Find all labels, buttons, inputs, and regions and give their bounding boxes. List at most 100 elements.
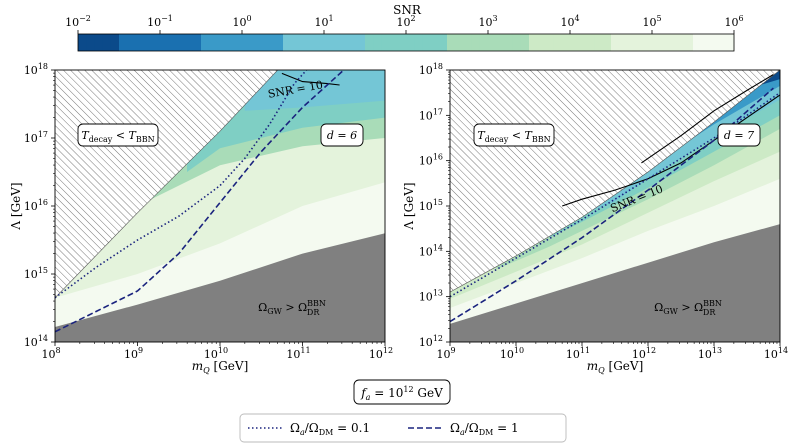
colorbar-cell <box>504 34 514 51</box>
colorbar-tick-label: 104 <box>560 14 579 29</box>
snr10-contour-line <box>562 94 780 207</box>
colorbar-tick-label: 102 <box>396 14 415 29</box>
x-tick-label: 1010 <box>204 346 228 361</box>
colorbar-cell <box>143 34 153 51</box>
gray-excluded-region <box>55 233 385 342</box>
colorbar-cell <box>373 34 382 51</box>
colorbar-cell <box>455 34 464 51</box>
colorbar-tick-label: 100 <box>232 14 251 29</box>
left-d-box: d = 6 <box>320 123 364 147</box>
colorbar-cell <box>488 34 497 51</box>
y-tick-label: 1012 <box>419 334 443 349</box>
colorbar-cell <box>151 34 161 51</box>
right-tdecay-box: Tdecay < TBBN <box>473 123 555 147</box>
x-tick-label: 1012 <box>632 346 656 361</box>
omega-1-line <box>55 70 345 333</box>
colorbar-cell <box>471 34 481 51</box>
colorbar-cell <box>324 34 333 51</box>
colorbar-cell <box>660 34 669 51</box>
colorbar-tick-label: 105 <box>642 14 661 29</box>
y-tick-label: 1015 <box>419 198 443 213</box>
colorbar-title: SNR <box>393 3 422 17</box>
legend-frame <box>239 413 567 443</box>
y-tick-label: 1015 <box>24 266 48 281</box>
x-tick-label: 109 <box>124 346 143 361</box>
colorbar-cell <box>479 34 489 51</box>
colorbar-cell <box>299 34 309 51</box>
left-tdecay-box: Tdecay < TBBN <box>77 123 159 147</box>
colorbar-cell <box>463 34 473 51</box>
colorbar-cell <box>676 34 686 51</box>
colorbar-cell <box>668 34 678 51</box>
y-tick-label: 1013 <box>419 289 443 304</box>
colorbar-cell <box>438 34 448 51</box>
colorbar-cell <box>545 34 555 51</box>
x-tick-label: 1010 <box>500 346 524 361</box>
colorbar-cell <box>578 34 587 51</box>
svg-text:Tdecay < TBBN: Tdecay < TBBN <box>477 129 550 144</box>
colorbar-cell <box>225 34 235 51</box>
colorbar-cell <box>160 34 169 51</box>
colorbar-cell <box>184 34 194 51</box>
colorbar-cell <box>586 34 596 51</box>
left-panel: 108 109 1010 1011 1012 1014 1015 1016 1017 1018 m… <box>9 62 393 375</box>
colorbar: SNR 10−2 10−1 100 101 102 103 104 105 106 <box>65 3 744 52</box>
colorbar-cell <box>447 34 456 51</box>
colorbar-cell <box>529 34 538 51</box>
colorbar-cell <box>86 34 95 51</box>
colorbar-cell <box>635 34 645 51</box>
colorbar-cell <box>233 34 243 51</box>
colorbar-cell <box>348 34 358 51</box>
x-tick-label: 109 <box>436 346 455 361</box>
colorbar-cell <box>397 34 407 51</box>
right-panel: 109 1010 1011 1012 1013 1014 1012 1013 1014 1015 1… <box>402 62 788 375</box>
y-tick-label: 1016 <box>24 198 48 213</box>
colorbar-cell <box>611 34 620 51</box>
colorbar-cell <box>709 34 719 51</box>
colorbar-cell <box>717 34 727 51</box>
colorbar-cell <box>307 34 317 51</box>
right-xlabel: mQ [GeV] <box>587 359 644 375</box>
colorbar-cell <box>192 34 202 51</box>
svg-text:fa = 1012 GeV: fa = 1012 GeV <box>360 385 443 402</box>
colorbar-tick-label: 103 <box>478 14 497 29</box>
colorbar-cell <box>602 34 612 51</box>
fa-box: fa = 1012 GeV <box>353 379 451 405</box>
y-tick-label: 1017 <box>419 107 443 122</box>
colorbar-cell <box>381 34 391 51</box>
colorbar-cell <box>283 34 292 51</box>
colorbar-cell <box>110 34 120 51</box>
colorbar-cell <box>570 34 579 51</box>
colorbar-cell <box>561 34 571 51</box>
colorbar-cell <box>209 34 218 51</box>
omega-0.1-line <box>450 92 780 298</box>
colorbar-cell <box>168 34 177 51</box>
right-axis-ticks: 109 1010 1011 1012 1013 1014 1012 1013 1014 1015 1… <box>419 62 788 361</box>
colorbar-tick-label: 106 <box>724 14 743 29</box>
colorbar-ticks: 10−2 10−1 100 101 102 103 104 105 106 <box>65 14 744 34</box>
right-d-box: d = 7 <box>717 123 761 147</box>
right-ylabel: Λ [GeV] <box>402 182 416 230</box>
y-tick-label: 1016 <box>419 153 443 168</box>
svg-text:d = 7: d = 7 <box>724 129 754 142</box>
colorbar-cell <box>102 34 112 51</box>
y-tick-label: 1017 <box>24 130 48 145</box>
x-tick-label: 1013 <box>698 346 722 361</box>
colorbar-cells <box>78 34 735 51</box>
colorbar-cell <box>652 34 661 51</box>
snr10-contour-line <box>641 74 774 164</box>
x-tick-label: 108 <box>41 346 60 361</box>
legend-label-dotted: Ωa/ΩDM = 0.1 <box>290 421 370 437</box>
legend: Ωa/ΩDM = 0.1 Ωa/ΩDM = 1 <box>239 413 567 443</box>
colorbar-cell <box>365 34 374 51</box>
colorbar-cell <box>496 34 505 51</box>
x-tick-label: 1011 <box>286 346 310 361</box>
colorbar-cell <box>266 34 276 51</box>
colorbar-cell <box>332 34 341 51</box>
snr-band <box>244 70 385 111</box>
colorbar-cell <box>127 34 136 51</box>
left-xlabel: mQ [GeV] <box>192 359 249 375</box>
colorbar-tick-label: 10−2 <box>65 14 91 29</box>
colorbar-cell <box>356 34 366 51</box>
